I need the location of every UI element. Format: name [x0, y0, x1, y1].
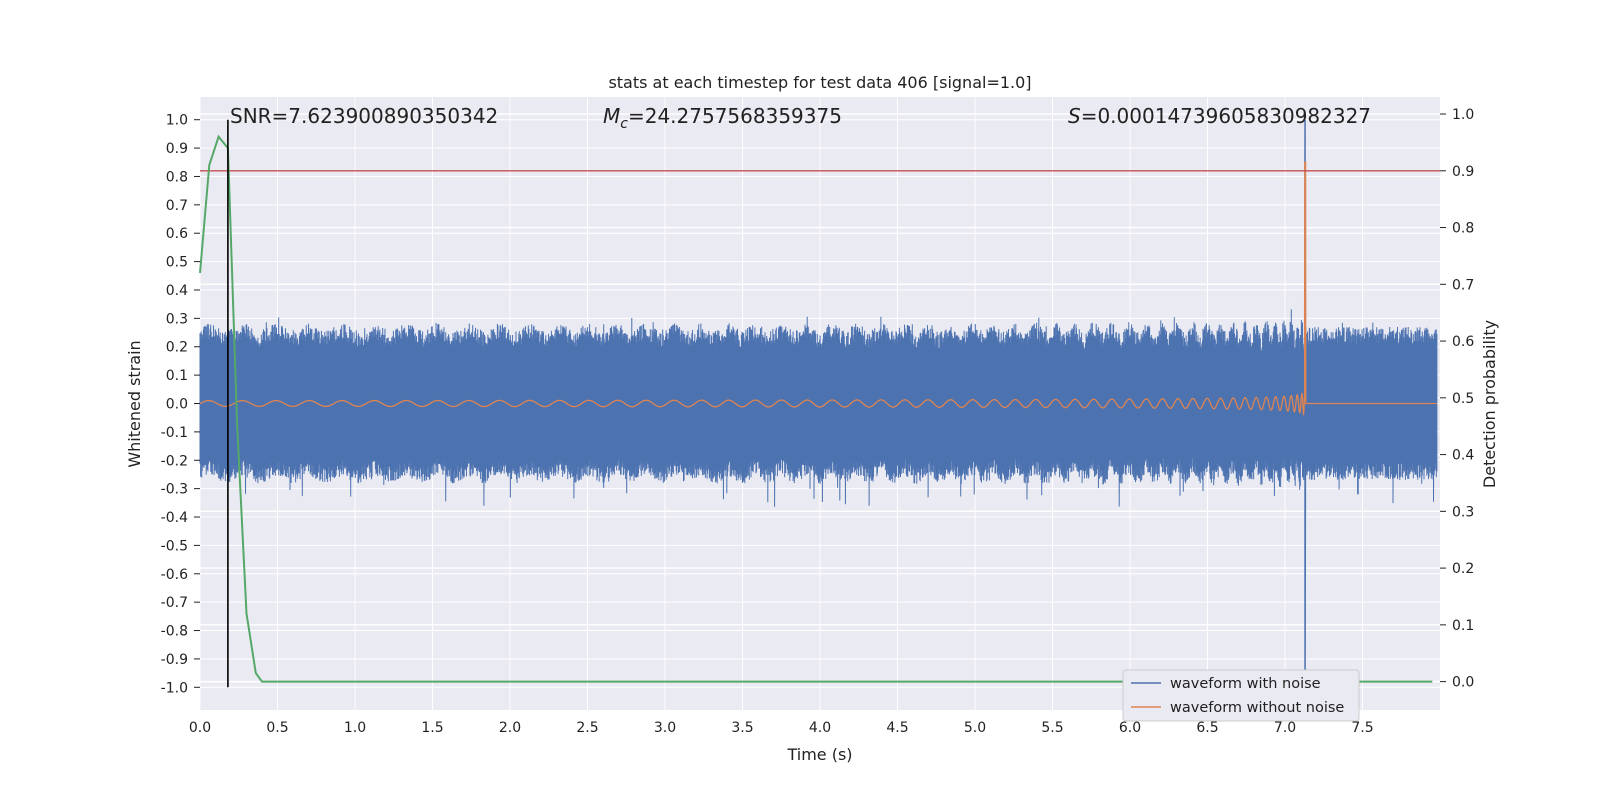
x-tick-label: 2.0: [499, 720, 521, 736]
y-tick-label: 0.7: [166, 198, 188, 214]
series-waveform-with-noise: [199, 119, 1438, 688]
y2-ticks: 1.0 0.9 0.8 0.7 0.6 0.5 0.4 0.3 0.2 0.1 0.0: [1440, 107, 1474, 691]
chart-title: stats at each timestep for test data 406…: [608, 73, 1031, 92]
y-tick-label: 0.0: [166, 397, 188, 413]
y-tick-label: -0.9: [161, 652, 188, 668]
y2-tick-label: 0.4: [1452, 448, 1474, 464]
x-tick-label: 7.5: [1351, 720, 1373, 736]
legend-label-noise: waveform with noise: [1170, 676, 1321, 692]
series-detection-probability: [199, 119, 1440, 688]
x-tick-label: 5.0: [964, 720, 986, 736]
y-tick-label: -1.0: [161, 680, 188, 696]
x-tick-label: 4.0: [809, 720, 831, 736]
y2-tick-label: 0.1: [1452, 618, 1474, 634]
x-tick-label: 1.0: [344, 720, 366, 736]
y-tick-label: 0.8: [166, 169, 188, 185]
x-tick-label: 4.5: [886, 720, 908, 736]
s-annotation: S=0.00014739605830982327: [1068, 104, 1371, 128]
y2-tick-label: 0.8: [1452, 221, 1474, 237]
x-ticks: 0.0 0.5 1.0 1.5 2.0 2.5 3.0 3.5 4.0 4.5 5.0 5.5 6.0 6…: [189, 720, 1374, 736]
legend-label-clean: waveform without noise: [1170, 700, 1344, 716]
clean-waveform-line: [199, 161, 1437, 417]
y-tick-label: -0.3: [161, 482, 188, 498]
chirp-mass-symbol: M: [603, 104, 620, 128]
x-tick-label: 6.5: [1196, 720, 1218, 736]
y-tick-label: 0.9: [166, 141, 188, 157]
y2-tick-label: 1.0: [1452, 107, 1474, 123]
y2-tick-label: 0.3: [1452, 504, 1474, 520]
y2-tick-label: 0.7: [1452, 277, 1474, 293]
y-tick-label: 0.3: [166, 311, 188, 327]
y-tick-label: -0.7: [161, 595, 188, 611]
y-tick-label: 1.0: [166, 113, 188, 129]
chirp-mass-subscript: c: [620, 116, 628, 132]
x-tick-label: 6.0: [1119, 720, 1141, 736]
y-tick-label: -0.6: [161, 567, 188, 583]
x-tick-label: 7.0: [1274, 720, 1296, 736]
series-waveform-without-noise: [199, 161, 1437, 417]
y-tick-label: 0.1: [166, 368, 188, 384]
y-tick-label: -0.5: [161, 538, 188, 554]
noise-waveform-line: [199, 119, 1438, 688]
y2-axis-label: Detection probability: [1480, 320, 1499, 488]
y2-tick-label: 0.5: [1452, 391, 1474, 407]
y-tick-label: 0.5: [166, 255, 188, 271]
s-value: =0.00014739605830982327: [1081, 104, 1371, 128]
y-axis-label: Whitened strain: [125, 340, 144, 467]
x-tick-label: 3.5: [731, 720, 753, 736]
y2-tick-label: 0.9: [1452, 164, 1474, 180]
y-ticks: 1.0 0.9 0.8 0.7 0.6 0.5 0.4 0.3 0.2 0.1 0.0 -0.1 -0.…: [161, 113, 200, 696]
y-tick-label: -0.1: [161, 425, 188, 441]
x-tick-label: 0.0: [189, 720, 211, 736]
s-symbol: S: [1068, 104, 1081, 128]
y2-tick-label: 0.2: [1452, 561, 1474, 577]
x-tick-label: 2.5: [576, 720, 598, 736]
snr-annotation: SNR=7.623900890350342: [230, 104, 498, 128]
chirp-mass-annotation: Mc=24.2757568359375: [603, 104, 842, 132]
y-tick-label: 0.2: [166, 340, 188, 356]
y2-tick-label: 0.0: [1452, 675, 1474, 691]
x-tick-label: 3.0: [654, 720, 676, 736]
legend-box: [1122, 669, 1360, 722]
y-tick-label: 0.4: [166, 283, 188, 299]
x-tick-label: 5.5: [1041, 720, 1063, 736]
x-tick-label: 1.5: [421, 720, 443, 736]
y-tick-label: -0.2: [161, 453, 188, 469]
x-axis-label: Time (s): [786, 745, 852, 764]
y2-tick-label: 0.6: [1452, 334, 1474, 350]
y-tick-label: -0.8: [161, 624, 188, 640]
y-tick-label: 0.6: [166, 226, 188, 242]
probability-line: [199, 134, 1433, 683]
x-tick-label: 0.5: [266, 720, 288, 736]
y-tick-label: -0.4: [161, 510, 188, 526]
legend: waveform with noise waveform without noi…: [1122, 669, 1360, 722]
chirp-mass-value: =24.2757568359375: [628, 104, 842, 128]
